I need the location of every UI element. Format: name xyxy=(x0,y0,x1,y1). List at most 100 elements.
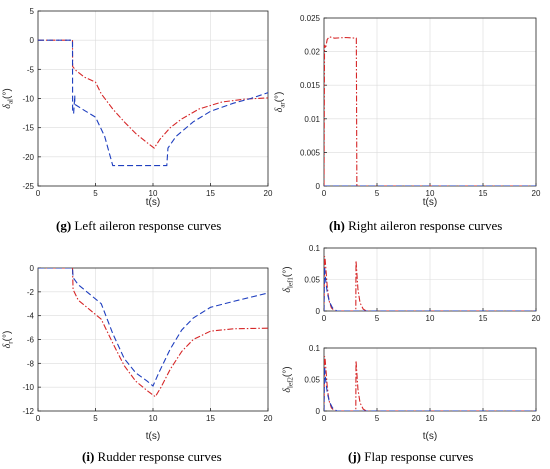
series-line-blue xyxy=(324,266,536,311)
chart-g: 0 5 10 15 20 -25 -20 -15 -10 -5 0 5 t(s) δal(°) xyxy=(2,7,273,208)
y-tick-label: -20 xyxy=(22,153,34,162)
y-axis-label-unit: (°) xyxy=(274,92,285,103)
x-tick-label: 10 xyxy=(149,414,158,423)
series-line-red xyxy=(324,36,536,186)
y-axis-label-subscript: lef1 xyxy=(287,277,295,288)
y-axis-label-subscript: al xyxy=(7,99,15,104)
x-tick-label: 0 xyxy=(36,414,41,423)
y-tick-label: 0.015 xyxy=(300,81,321,90)
caption-i-text: Rudder response curves xyxy=(94,449,222,464)
x-tick-label: 20 xyxy=(264,189,273,198)
y-tick-label: 0.1 xyxy=(309,244,321,253)
y-tick-label: -8 xyxy=(27,359,35,368)
chart-i: 0 5 10 15 20 -12 -10 -8 -6 -4 -2 0 t(s) δr(°) xyxy=(2,264,273,442)
series-line-red xyxy=(324,356,536,411)
x-tick-label: 10 xyxy=(426,189,435,198)
x-tick-label: 20 xyxy=(532,414,541,423)
caption-g-letter: (g) xyxy=(56,218,72,233)
x-axis-label: t(s) xyxy=(423,431,437,442)
x-axis-label: t(s) xyxy=(146,431,160,442)
y-tick-label: 0 xyxy=(316,307,321,316)
y-tick-label: 0 xyxy=(30,36,35,45)
chart-j2: 0 5 10 15 20 0 0.05 0.1 t(s) δlef2(°) xyxy=(282,344,541,442)
y-axis-label-unit: (°) xyxy=(282,366,293,377)
y-tick-label: 0.1 xyxy=(309,344,321,353)
y-tick-label: 0.025 xyxy=(300,14,321,23)
y-tick-label: 0 xyxy=(30,264,35,273)
x-tick-label: 10 xyxy=(426,314,435,323)
series-line-red xyxy=(38,268,268,398)
caption-h-letter: (h) xyxy=(329,218,345,233)
y-tick-label: -15 xyxy=(22,124,34,133)
x-tick-label: 20 xyxy=(532,314,541,323)
y-tick-label: -10 xyxy=(22,383,34,392)
x-tick-label: 5 xyxy=(93,414,98,423)
y-axis-label: δlef1(°) xyxy=(282,266,295,292)
y-axis-label-symbol: δ xyxy=(2,343,13,348)
caption-h: (h) Right aileron response curves xyxy=(329,218,502,234)
y-tick-label: -6 xyxy=(27,336,35,345)
y-tick-label: 0.05 xyxy=(304,276,320,285)
y-axis-label-symbol: δ xyxy=(274,107,285,112)
caption-h-text: Right aileron response curves xyxy=(344,218,503,233)
caption-j-letter: (j) xyxy=(348,449,361,464)
x-tick-label: 15 xyxy=(206,189,215,198)
series-line-red xyxy=(38,39,268,149)
caption-g: (g) Left aileron response curves xyxy=(56,218,221,234)
y-tick-label: -12 xyxy=(22,407,34,416)
y-axis-label: δlef2(°) xyxy=(282,366,295,392)
y-tick-label: -10 xyxy=(22,95,34,104)
y-axis-label-subscript: lef2 xyxy=(287,377,295,388)
y-axis-label-symbol: δ xyxy=(282,288,293,293)
x-tick-label: 10 xyxy=(149,189,158,198)
chart-j1: 0 5 10 15 20 0 0.05 0.1 δlef1(°) xyxy=(282,244,541,323)
y-axis-label-symbol: δ xyxy=(2,104,13,109)
x-axis-label: t(s) xyxy=(146,197,160,208)
y-tick-label: 0 xyxy=(316,407,321,416)
caption-j: (j) Flap response curves xyxy=(348,449,473,465)
x-tick-label: 0 xyxy=(322,189,327,198)
series-line-blue xyxy=(324,366,536,411)
x-axis-label: t(s) xyxy=(423,197,437,208)
y-axis-label-subscript: r xyxy=(7,341,15,344)
y-axis-label: δar(°) xyxy=(274,92,287,113)
y-tick-label: 0.02 xyxy=(304,48,320,57)
caption-j-text: Flap response curves xyxy=(361,449,474,464)
x-tick-label: 20 xyxy=(532,189,541,198)
series-line-red xyxy=(324,256,536,311)
y-tick-label: -4 xyxy=(27,312,35,321)
x-tick-label: 0 xyxy=(36,189,41,198)
y-axis-label-unit: (°) xyxy=(2,331,13,342)
caption-g-text: Left aileron response curves xyxy=(71,218,222,233)
x-tick-label: 15 xyxy=(479,414,488,423)
caption-i: (i) Rudder response curves xyxy=(82,449,222,465)
y-tick-label: 0 xyxy=(316,182,321,191)
y-tick-label: 0.01 xyxy=(304,115,320,124)
x-tick-label: 0 xyxy=(322,414,327,423)
series-line-blue xyxy=(38,268,268,387)
y-tick-label: 0.005 xyxy=(300,148,321,157)
y-tick-label: -25 xyxy=(22,182,34,191)
x-tick-label: 5 xyxy=(375,314,380,323)
y-axis-label: δal(°) xyxy=(2,88,15,108)
y-axis-label: δr(°) xyxy=(2,331,15,349)
x-tick-label: 20 xyxy=(264,414,273,423)
x-tick-label: 15 xyxy=(479,314,488,323)
x-tick-label: 0 xyxy=(322,314,327,323)
y-tick-label: 0.05 xyxy=(304,376,320,385)
y-tick-label: -2 xyxy=(27,288,35,297)
x-tick-label: 5 xyxy=(375,189,380,198)
y-axis-label-subscript: ar xyxy=(279,102,287,108)
caption-i-letter: (i) xyxy=(82,449,95,464)
y-axis-label-unit: (°) xyxy=(282,266,293,277)
x-tick-label: 5 xyxy=(93,189,98,198)
y-axis-label-symbol: δ xyxy=(282,388,293,393)
x-tick-label: 10 xyxy=(426,414,435,423)
chart-h: 0 5 10 15 20 0 0.005 0.01 0.015 0.02 0.025 t(s) δar(… xyxy=(274,14,541,208)
x-tick-label: 15 xyxy=(479,189,488,198)
x-tick-label: 5 xyxy=(375,414,380,423)
x-tick-label: 15 xyxy=(206,414,215,423)
y-tick-label: -5 xyxy=(27,65,35,74)
y-tick-label: 5 xyxy=(30,7,35,16)
